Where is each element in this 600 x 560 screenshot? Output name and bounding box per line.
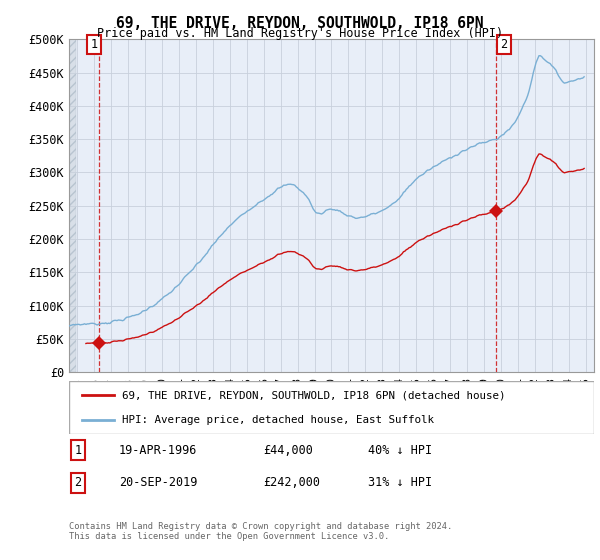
Text: £44,000: £44,000 (263, 444, 313, 457)
Text: This data is licensed under the Open Government Licence v3.0.: This data is licensed under the Open Gov… (69, 532, 389, 541)
Text: Price paid vs. HM Land Registry's House Price Index (HPI): Price paid vs. HM Land Registry's House … (97, 27, 503, 40)
Text: 2: 2 (74, 476, 82, 489)
Text: 31% ↓ HPI: 31% ↓ HPI (368, 476, 433, 489)
Text: 40% ↓ HPI: 40% ↓ HPI (368, 444, 433, 457)
Text: 69, THE DRIVE, REYDON, SOUTHWOLD, IP18 6PN (detached house): 69, THE DRIVE, REYDON, SOUTHWOLD, IP18 6… (121, 390, 505, 400)
Text: HPI: Average price, detached house, East Suffolk: HPI: Average price, detached house, East… (121, 414, 433, 424)
Bar (69, 39, 76, 372)
Text: 1: 1 (91, 38, 98, 51)
Text: 2: 2 (500, 38, 507, 51)
Text: 69, THE DRIVE, REYDON, SOUTHWOLD, IP18 6PN: 69, THE DRIVE, REYDON, SOUTHWOLD, IP18 6… (116, 16, 484, 31)
Text: Contains HM Land Registry data © Crown copyright and database right 2024.: Contains HM Land Registry data © Crown c… (69, 522, 452, 531)
Text: 1: 1 (74, 444, 82, 457)
Text: 19-APR-1996: 19-APR-1996 (119, 444, 197, 457)
Text: 20-SEP-2019: 20-SEP-2019 (119, 476, 197, 489)
Text: £242,000: £242,000 (263, 476, 320, 489)
